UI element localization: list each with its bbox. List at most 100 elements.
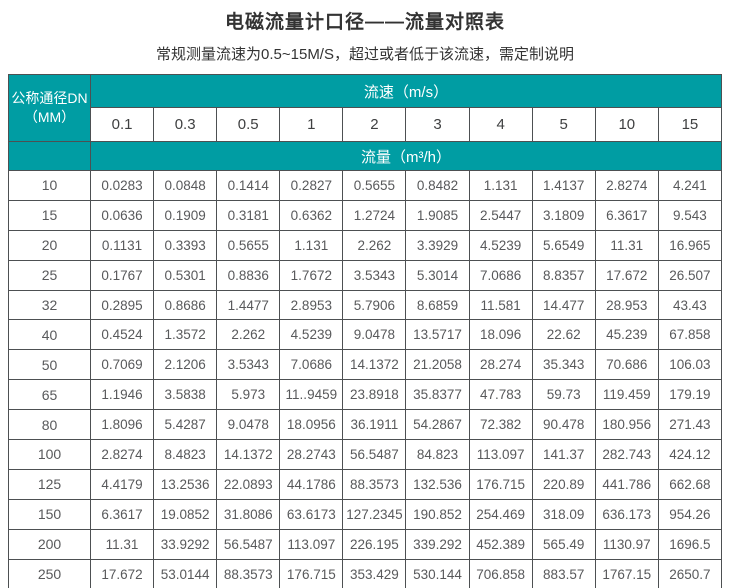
flow-value-cell: 8.4823	[153, 439, 218, 470]
flow-value-cell: 1.3572	[153, 319, 218, 351]
flow-value-cell: 54.2867	[405, 409, 470, 441]
velocity-column-header: 3	[405, 107, 470, 142]
flow-value-cell: 3.5343	[342, 259, 407, 291]
flow-value-cell: 45.239	[594, 319, 659, 351]
flow-value-cell: 282.743	[594, 439, 659, 470]
flow-value-cell: 56.5487	[216, 528, 281, 560]
flow-value-cell: 1.7672	[279, 259, 344, 291]
flow-comparison-table: 公称通径DN （MM） 流速（m/s） 0.1 0.3 0.5 1 2 3 4 …	[8, 74, 723, 588]
flow-value-cell: 18.0956	[279, 409, 344, 441]
corner-spacer-cell	[8, 141, 91, 171]
flow-value-cell: 1767.15	[594, 558, 659, 588]
flow-value-cell: 88.3573	[216, 558, 281, 588]
flow-value-cell: 8.8357	[531, 259, 596, 291]
flow-value-cell: 0.3393	[153, 229, 218, 261]
dn-value-cell: 100	[8, 439, 91, 470]
flow-value-cell: 636.173	[594, 498, 659, 530]
flow-value-cell: 22.0893	[216, 468, 281, 500]
flow-value-cell: 56.5487	[342, 439, 407, 470]
flow-value-cell: 0.2827	[279, 170, 344, 201]
velocity-column-header: 4	[468, 107, 533, 142]
flow-value-cell: 11.581	[468, 289, 533, 321]
flow-value-cell: 254.469	[468, 498, 533, 530]
flow-value-cell: 0.5655	[216, 229, 281, 261]
flow-value-cell: 226.195	[342, 528, 407, 560]
flow-value-cell: 31.8086	[216, 498, 281, 530]
flow-value-cell: 0.3181	[216, 199, 281, 231]
flow-value-cell: 11.31	[594, 229, 659, 261]
flow-value-cell: 88.3573	[342, 468, 407, 500]
table-row: 65 1.1946 3.5838 5.973 11..9459 23.8918 35.837…	[8, 379, 723, 411]
flow-value-cell: 4.5239	[468, 229, 533, 261]
header-row-velocity-values: 0.1 0.3 0.5 1 2 3 4 5 10 15	[9, 107, 723, 142]
flow-value-cell: 16.965	[657, 229, 723, 261]
flow-value-cell: 180.956	[594, 409, 659, 441]
flow-value-cell: 53.0144	[153, 558, 218, 588]
flow-value-cell: 662.68	[657, 468, 723, 500]
flow-value-cell: 3.5343	[216, 349, 281, 381]
flow-value-cell: 113.097	[468, 439, 533, 470]
flow-value-cell: 706.858	[468, 558, 533, 588]
flow-value-cell: 4.5239	[279, 319, 344, 351]
flow-value-cell: 9.0478	[342, 319, 407, 351]
table-row: 25 0.1767 0.5301 0.8836 1.7672 3.5343 5.3014 7.…	[8, 259, 723, 291]
dn-value-cell: 40	[8, 319, 91, 351]
flow-value-cell: 353.429	[342, 558, 407, 588]
flow-value-cell: 13.2536	[153, 468, 218, 500]
dn-value-cell: 125	[8, 468, 91, 500]
flow-value-cell: 3.1809	[531, 199, 596, 231]
flow-value-cell: 13.5717	[405, 319, 470, 351]
flow-value-cell: 1.9085	[405, 199, 470, 231]
page-subtitle: 常规测量流速为0.5~15M/S，超过或者低于该流速，需定制说明	[156, 46, 574, 63]
table-row: 200 11.31 33.9292 56.5487 113.097 226.195 339.…	[8, 528, 723, 560]
flow-value-cell: 70.686	[594, 349, 659, 381]
flow-value-cell: 3.3929	[405, 229, 470, 261]
flow-value-cell: 28.2743	[279, 439, 344, 470]
flow-value-cell: 318.09	[531, 498, 596, 530]
header-row-velocity-label: 公称通径DN （MM） 流速（m/s）	[8, 74, 722, 142]
table-row: 250 17.672 53.0144 88.3573 176.715 353.429 530…	[8, 558, 723, 588]
flow-value-cell: 28.274	[468, 349, 533, 381]
flow-value-cell: 2.262	[216, 319, 281, 351]
flow-value-cell: 5.6549	[531, 229, 596, 261]
flow-value-cell: 141.37	[531, 439, 596, 470]
flow-value-cell: 1.2724	[342, 199, 407, 231]
flow-value-cell: 43.43	[657, 289, 723, 321]
flow-value-cell: 2.8274	[594, 170, 659, 201]
flow-value-cell: 6.3617	[89, 498, 155, 530]
flow-value-cell: 1.4477	[216, 289, 281, 321]
flow-value-cell: 441.786	[594, 468, 659, 500]
flow-value-cell: 17.672	[89, 558, 155, 588]
flow-value-cell: 5.973	[216, 379, 281, 411]
flow-value-cell: 530.144	[405, 558, 470, 588]
flow-value-cell: 90.478	[531, 409, 596, 441]
flow-value-cell: 5.7906	[342, 289, 407, 321]
flow-value-cell: 179.19	[657, 379, 723, 411]
velocity-column-header: 0.3	[153, 107, 218, 142]
velocity-column-header: 10	[594, 107, 659, 142]
flow-value-cell: 0.6362	[279, 199, 344, 231]
flow-value-cell: 1.4137	[531, 170, 596, 201]
flow-value-cell: 44.1786	[279, 468, 344, 500]
flow-value-cell: 0.1909	[153, 199, 218, 231]
flow-value-cell: 0.5301	[153, 259, 218, 291]
flow-value-cell: 452.389	[468, 528, 533, 560]
flow-value-cell: 176.715	[468, 468, 533, 500]
flow-value-cell: 35.8377	[405, 379, 470, 411]
flow-value-cell: 14.477	[531, 289, 596, 321]
flow-value-cell: 22.62	[531, 319, 596, 351]
flow-value-cell: 7.0686	[468, 259, 533, 291]
flow-value-cell: 0.1767	[89, 259, 155, 291]
flow-value-cell: 127.2345	[342, 498, 407, 530]
flow-value-cell: 119.459	[594, 379, 659, 411]
dn-value-cell: 65	[8, 379, 91, 411]
flow-value-cell: 2.8953	[279, 289, 344, 321]
flow-value-cell: 11.31	[89, 528, 155, 560]
dn-value-cell: 200	[8, 528, 91, 560]
corner-header-line1: 公称通径DN	[11, 90, 88, 107]
flow-value-cell: 424.12	[657, 439, 723, 470]
table-row: 125 4.4179 13.2536 22.0893 44.1786 88.3573 132…	[8, 468, 723, 500]
flow-value-cell: 17.672	[594, 259, 659, 291]
flow-value-cell: 63.6173	[279, 498, 344, 530]
flow-value-cell: 1.1946	[89, 379, 155, 411]
